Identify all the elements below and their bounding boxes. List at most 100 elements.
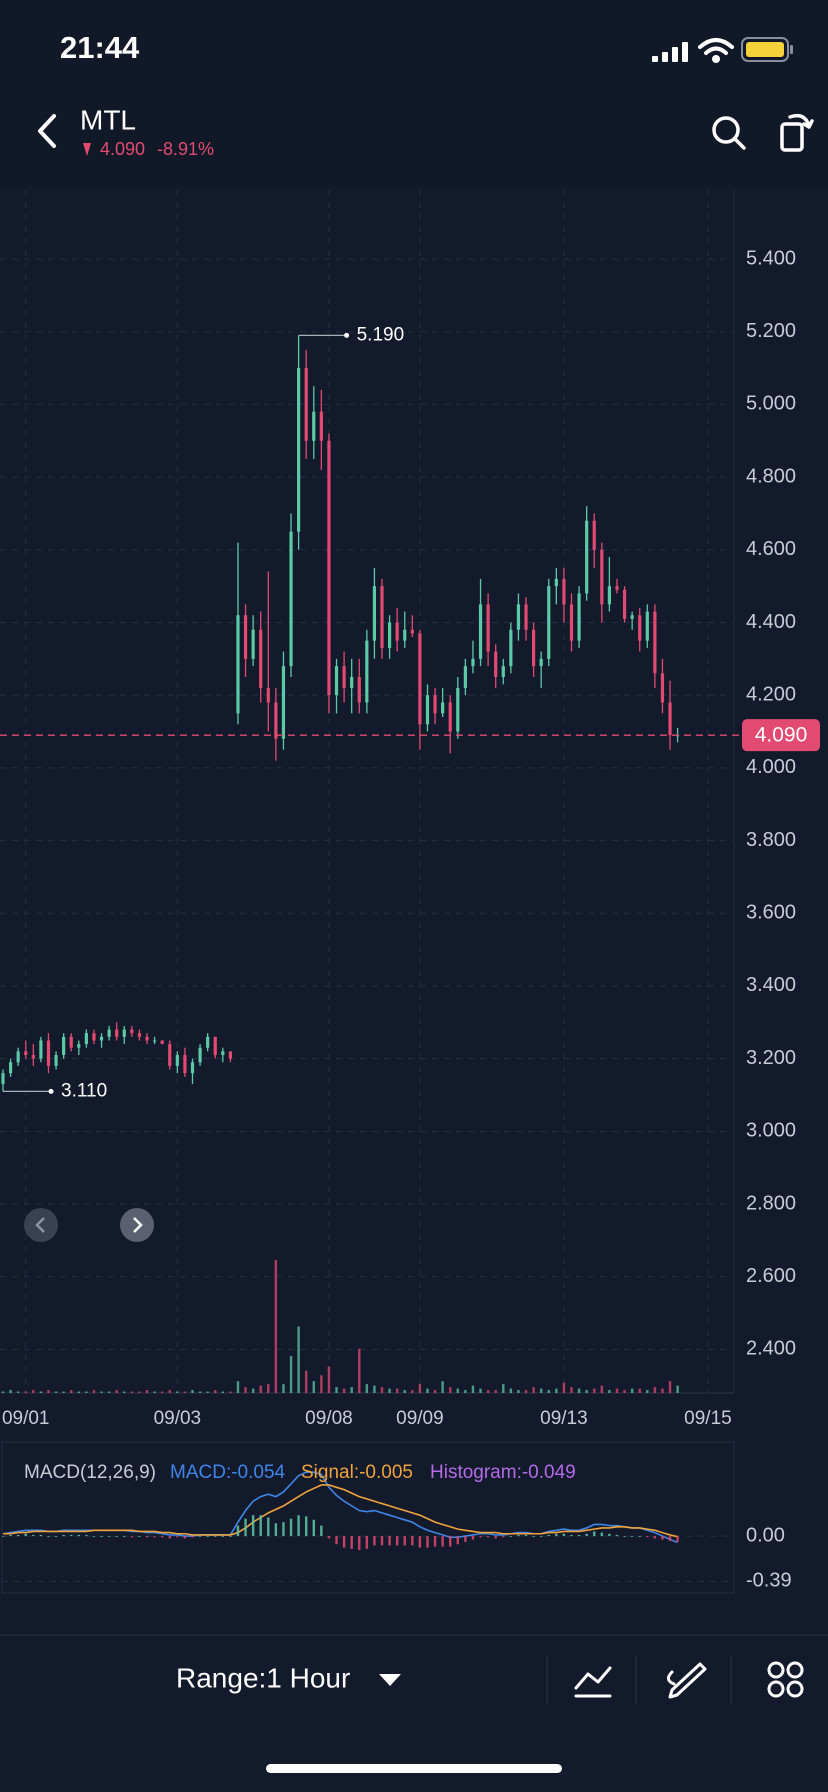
indicator-button[interactable]: [574, 1666, 612, 1698]
histogram-bar: [585, 1533, 588, 1537]
x-tick-label: 09/01: [2, 1408, 50, 1429]
candle-body: [297, 368, 301, 532]
y-tick-label: 5.400: [746, 247, 796, 269]
candle-body: [145, 1036, 149, 1041]
extreme-label: 3.110: [61, 1080, 107, 1101]
histogram-bar: [653, 1536, 657, 1539]
extreme-dot: [344, 332, 350, 338]
price: 4.090: [100, 139, 145, 159]
volume-bar: [418, 1384, 422, 1393]
volume-bar: [115, 1390, 118, 1393]
back-button[interactable]: [38, 114, 56, 148]
candle-body: [8, 1062, 13, 1074]
histogram-bar: [282, 1522, 285, 1537]
candle-body: [600, 549, 604, 605]
candle-body: [622, 589, 627, 619]
symbol: MTL: [80, 104, 136, 135]
range-dropdown[interactable]: [379, 1674, 401, 1686]
macd-tick-label: -0.39: [746, 1570, 792, 1592]
y-tick-label: 3.800: [746, 829, 796, 851]
y-tick-label: 4.600: [746, 538, 796, 560]
candle-body: [62, 1036, 66, 1055]
candle-body: [357, 677, 361, 703]
y-tick-label: 5.000: [746, 393, 796, 415]
scroll-left-button[interactable]: [24, 1208, 58, 1242]
volume-bar: [555, 1388, 558, 1393]
candle-body: [660, 673, 665, 703]
histogram-bar: [251, 1515, 255, 1537]
histogram-bar: [449, 1536, 452, 1547]
volume-bar: [547, 1390, 550, 1393]
candle-body: [410, 629, 414, 634]
volume-bar: [229, 1391, 232, 1393]
volume-bar: [395, 1388, 399, 1393]
candle-body: [433, 695, 437, 714]
candle-body: [266, 687, 270, 703]
candle-body: [509, 629, 513, 667]
volume-bar: [471, 1385, 475, 1393]
histogram-bar: [1, 1536, 5, 1537]
candle-body: [92, 1033, 96, 1041]
volume-bar: [365, 1384, 369, 1393]
histogram-bar: [274, 1523, 278, 1537]
legend-entry: Histogram:-0.049: [430, 1462, 576, 1483]
volume-bar: [449, 1387, 452, 1393]
volume-bar: [145, 1390, 149, 1393]
volume-bar: [312, 1381, 315, 1393]
volume-bar: [244, 1387, 247, 1393]
candle-body: [228, 1051, 232, 1059]
y-tick-label: 5.200: [746, 320, 796, 342]
histogram-bar: [577, 1534, 581, 1537]
candle-body: [441, 702, 445, 714]
volume-bar: [327, 1366, 331, 1393]
candle-body: [562, 578, 566, 605]
volume-bar: [494, 1390, 497, 1393]
candle-body: [304, 368, 308, 441]
volume-bar: [289, 1356, 293, 1393]
histogram-bar: [623, 1536, 626, 1537]
volume-bar: [282, 1384, 285, 1393]
candle-body: [259, 629, 263, 688]
histogram-bar: [479, 1536, 482, 1538]
histogram-bar: [198, 1536, 202, 1537]
volume-bar: [524, 1390, 528, 1393]
candle-body: [554, 578, 558, 587]
draw-button[interactable]: [667, 1662, 707, 1699]
volume-bar: [608, 1390, 611, 1393]
scroll-right-button[interactable]: [120, 1208, 154, 1242]
histogram-bar: [441, 1536, 444, 1547]
candle-body: [395, 622, 399, 641]
volume-bar: [411, 1390, 414, 1393]
candle-body: [160, 1040, 164, 1045]
x-tick-label: 09/03: [154, 1408, 202, 1429]
volume-bar: [160, 1391, 164, 1393]
extreme-label: 5.190: [357, 324, 405, 345]
candle-body: [334, 666, 339, 696]
candle-body: [16, 1051, 20, 1063]
volume-bar: [92, 1390, 96, 1393]
histogram-bar: [373, 1536, 376, 1546]
rotate-button[interactable]: [780, 113, 814, 152]
range-selector[interactable]: Range:1 Hour: [176, 1662, 350, 1693]
volume-bar: [274, 1260, 278, 1393]
candle-body: [236, 615, 240, 714]
volume-bar: [70, 1390, 73, 1393]
volume-bar: [54, 1391, 58, 1393]
candle-body: [494, 651, 498, 678]
volume-bar: [16, 1391, 20, 1393]
y-tick-label: 3.600: [746, 902, 796, 924]
volume-bar: [335, 1387, 338, 1393]
wifi-icon: [698, 38, 734, 63]
x-tick-label: 09/15: [684, 1408, 732, 1429]
candle-body: [372, 586, 377, 641]
candle-body: [638, 615, 642, 641]
y-tick-label: 3.000: [746, 1120, 796, 1142]
histogram-bar: [555, 1533, 558, 1537]
candle-body: [342, 666, 346, 688]
more-button[interactable]: [767, 1661, 804, 1698]
histogram-bar: [168, 1536, 171, 1539]
histogram-bar: [403, 1536, 406, 1546]
search-button[interactable]: [712, 116, 746, 150]
histogram-bar: [289, 1518, 293, 1537]
candle-body: [46, 1040, 51, 1066]
